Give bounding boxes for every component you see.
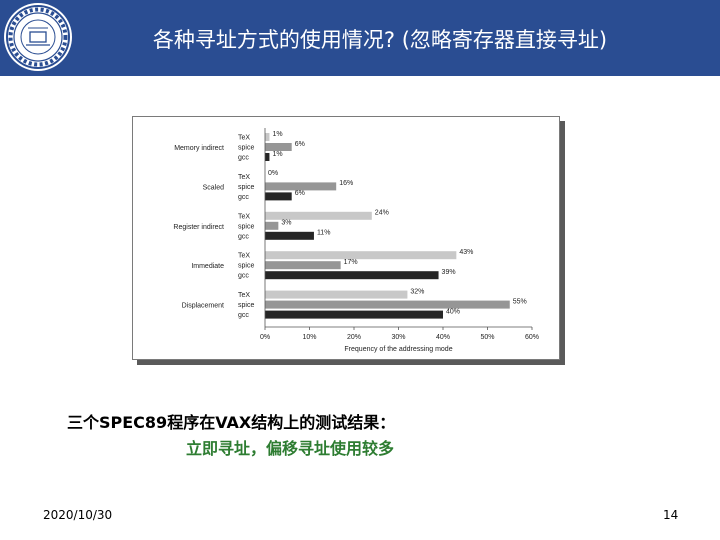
bar — [265, 290, 408, 299]
bar-value-label: 1% — [272, 151, 282, 158]
bar-value-label: 0% — [268, 170, 278, 177]
bar-value-label: 55% — [513, 298, 527, 305]
bar-value-label: 1% — [272, 131, 282, 138]
slide-date: 2020/10/30 — [43, 508, 113, 522]
category-label: Immediate — [191, 263, 224, 270]
category-label: Scaled — [203, 184, 225, 191]
series-label: spice — [238, 184, 254, 191]
x-tick-label: 0% — [260, 334, 270, 341]
series-label: TeX — [238, 292, 250, 299]
bar — [265, 300, 510, 309]
bar — [265, 211, 372, 220]
bar — [265, 221, 279, 230]
series-label: gcc — [238, 312, 249, 319]
series-label: TeX — [238, 213, 250, 220]
bar-value-label: 43% — [459, 249, 473, 256]
bar — [265, 153, 270, 161]
chart-canvas: Memory indirect TeX 1% spice 6% gcc 1% Scaled Te… — [173, 128, 539, 353]
series-label: TeX — [238, 135, 250, 142]
x-tick-label: 50% — [480, 334, 494, 341]
bar-value-label: 16% — [339, 180, 353, 187]
bar-value-label: 40% — [446, 308, 460, 315]
series-label: spice — [238, 145, 254, 152]
series-label: gcc — [238, 155, 249, 162]
slide-title: 各种寻址方式的使用情况? (忽略寄存器直接寻址) — [152, 28, 608, 52]
series-label: gcc — [238, 273, 249, 280]
slide-page-number: 14 — [663, 508, 679, 522]
bar-value-label: 11% — [317, 230, 331, 237]
series-label: spice — [238, 223, 254, 230]
bar-value-label: 3% — [281, 220, 291, 227]
bar — [265, 182, 337, 191]
series-label: TeX — [238, 253, 250, 260]
x-tick-label: 10% — [302, 334, 316, 341]
caption-line-2: 立即寻址，偏移寻址使用较多 — [186, 439, 395, 458]
category-label: Register indirect — [173, 224, 224, 231]
x-axis-title: Frequency of the addressing mode — [344, 346, 452, 353]
x-tick-label: 20% — [347, 334, 361, 341]
caption-line-1: 三个SPEC89程序在VAX结构上的测试结果： — [67, 413, 396, 432]
bar-value-label: 32% — [410, 288, 424, 295]
addressing-mode-chart: Memory indirect TeX 1% spice 6% gcc 1% Scaled Te… — [132, 116, 560, 360]
bar-value-label: 39% — [442, 269, 456, 276]
bar — [265, 143, 292, 151]
series-label: TeX — [238, 174, 250, 181]
x-tick-label: 60% — [525, 334, 539, 341]
bar-value-label: 24% — [375, 210, 389, 217]
bar — [265, 231, 314, 240]
bar — [265, 261, 341, 270]
university-seal-logo — [4, 3, 72, 71]
series-label: gcc — [238, 233, 249, 240]
series-label: spice — [238, 263, 254, 270]
slide-header: 各种寻址方式的使用情况? (忽略寄存器直接寻址) — [0, 0, 720, 76]
bar — [265, 310, 443, 319]
series-label: gcc — [238, 194, 249, 201]
bar — [265, 192, 292, 201]
bar — [265, 133, 270, 141]
bar — [265, 251, 457, 260]
bar-value-label: 17% — [344, 259, 358, 266]
x-tick-label: 40% — [436, 334, 450, 341]
category-label: Displacement — [182, 303, 224, 310]
category-label: Memory indirect — [174, 145, 224, 152]
bar-value-label: 6% — [295, 190, 305, 197]
bar — [265, 271, 439, 280]
x-tick-label: 30% — [391, 334, 405, 341]
series-label: spice — [238, 302, 254, 309]
bar-value-label: 6% — [295, 141, 305, 148]
